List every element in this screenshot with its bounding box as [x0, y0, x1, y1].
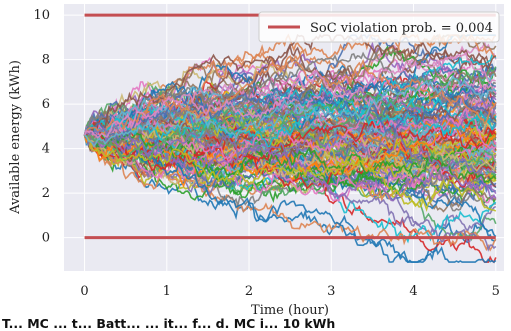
simulation-path — [83, 107, 497, 173]
simulation-path — [83, 119, 497, 172]
y-axis-label: Available energy (kWh) — [8, 60, 23, 215]
x-tick-label: 5 — [492, 284, 500, 299]
legend: SoC violation prob. = 0.004 — [258, 11, 500, 43]
simulation-path — [84, 133, 497, 196]
y-tick-label: 10 — [33, 8, 50, 23]
simulation-path — [83, 125, 496, 175]
y-tick-label: 0 — [42, 231, 50, 246]
x-axis-label: Time (hour) — [251, 303, 329, 316]
legend-label: SoC violation prob. = 0.004 — [310, 21, 493, 36]
y-tick-label: 4 — [42, 142, 50, 157]
simulation-paths — [83, 33, 497, 264]
simulation-path — [83, 87, 497, 142]
y-tick-label: 8 — [42, 53, 50, 68]
x-tick-label: 2 — [245, 284, 253, 299]
x-tick-label: 3 — [327, 284, 335, 299]
y-tick-label: 2 — [42, 186, 50, 201]
simulation-path — [83, 58, 497, 136]
axis-ticks: 0 1 2 3 4 5 0 2 4 6 8 10 — [33, 8, 499, 299]
simulation-path — [83, 128, 497, 178]
figure-caption: T... MC ... t... Batt... ... it... f... … — [2, 316, 336, 331]
simulation-path — [84, 33, 497, 136]
simulation-path — [84, 86, 496, 159]
y-tick-label: 6 — [42, 97, 50, 112]
legend-box — [258, 11, 500, 43]
energy-chart: 0 1 2 3 4 5 0 2 4 6 8 10 SoC violation prob. = 0.00… — [8, 4, 504, 316]
x-tick-label: 0 — [80, 284, 88, 299]
simulation-path — [84, 122, 497, 184]
simulation-path — [84, 134, 497, 213]
simulation-path — [84, 74, 497, 148]
simulation-path — [84, 126, 497, 264]
simulation-path — [83, 51, 496, 139]
x-tick-label: 4 — [409, 284, 417, 299]
x-tick-label: 1 — [163, 284, 171, 299]
simulation-path — [83, 134, 497, 203]
simulation-path — [83, 51, 497, 145]
